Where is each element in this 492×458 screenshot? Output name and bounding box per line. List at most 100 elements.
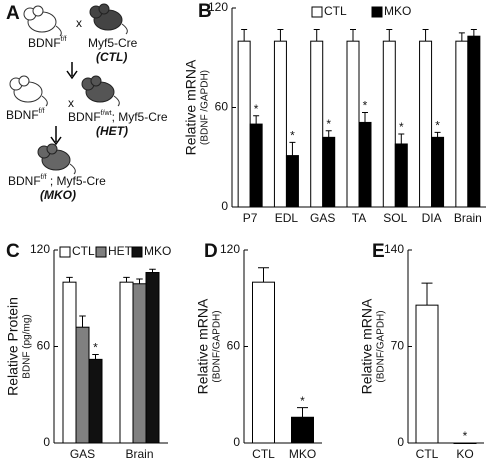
genotype: BDNFf/wt; Myf5-Cre [68, 110, 168, 124]
y-axis-label: Relative mRNA [183, 59, 199, 155]
error-bar [66, 276, 73, 283]
mouse-icon [37, 143, 76, 175]
y-tick-label: 120 [220, 242, 240, 256]
legend-label: HET [108, 244, 133, 258]
allele: f/f [39, 108, 45, 115]
bar [252, 281, 275, 444]
bar [358, 121, 372, 208]
allele: f/f [41, 174, 47, 181]
error-bar [277, 29, 284, 42]
bar [419, 40, 433, 208]
group-tag: (CTL) [96, 50, 127, 64]
x-tick-label: KO [456, 447, 473, 458]
x-tick-label: GAS [310, 211, 335, 225]
error-bar [136, 278, 143, 284]
error-bar [422, 29, 429, 42]
legend-swatch [131, 246, 143, 258]
error-bar [258, 267, 269, 283]
y-tick-label: 60 [227, 339, 241, 353]
panel-letter: E [372, 241, 385, 262]
bar [273, 40, 287, 208]
bar [455, 40, 469, 208]
mouse-icon [81, 75, 120, 107]
cre: ; Myf5-Cre [47, 174, 107, 188]
bar [132, 283, 147, 444]
error-bar [241, 29, 248, 42]
error-bar [421, 282, 433, 306]
x-tick-label: CTL [416, 447, 439, 458]
error-bar [313, 29, 320, 42]
error-bar [362, 111, 368, 123]
significance: * [326, 117, 331, 131]
legend-swatch [371, 6, 383, 18]
bar [382, 40, 396, 208]
significance: * [300, 394, 305, 408]
panel-letter: C [6, 241, 20, 262]
x-tick-label: DIA [422, 211, 442, 225]
bar [431, 136, 445, 208]
gene: BDNF [6, 108, 39, 122]
diagram: A BDNFf/f x Myf5-Cre (CTL) BDNFf/f x BDN… [6, 3, 168, 202]
error-bar [434, 131, 441, 138]
error-bar [149, 268, 156, 273]
bar [310, 40, 324, 208]
bar [394, 143, 408, 208]
significance: * [399, 120, 404, 134]
panel-letter: A [6, 3, 20, 24]
y-tick-label: 60 [215, 100, 229, 114]
legend-swatch [59, 246, 71, 258]
legend-swatch [95, 246, 107, 258]
bar [285, 155, 299, 208]
x-tick-label: P7 [243, 211, 258, 225]
bar [62, 281, 77, 444]
bar [346, 40, 360, 208]
bar [453, 442, 477, 444]
x-tick-label: MKO [289, 447, 316, 458]
significance: * [463, 429, 468, 443]
genotype: BDNFf/f [28, 36, 67, 50]
cross: x [68, 96, 74, 110]
mouse-icon [9, 75, 48, 107]
legend-label: MKO [144, 244, 171, 258]
cre: ; Myf5-Cre [112, 110, 168, 124]
x-tick-label: Brain [454, 211, 482, 225]
y-tick-label: 140 [384, 242, 404, 256]
error-bar [253, 115, 260, 125]
y-tick-label: 60 [37, 339, 51, 353]
error-bar [297, 407, 308, 418]
error-bar [289, 141, 296, 156]
y-axis-sublabel: (BDNF/GAPDH) [212, 310, 223, 382]
y-axis-label: Relative mRNA [359, 298, 375, 394]
allele: f/wt [101, 110, 112, 117]
y-tick-label: 0 [221, 199, 228, 213]
mouse-icon [23, 5, 62, 37]
x-tick-label: Brain [125, 447, 153, 458]
bar [88, 358, 103, 444]
cross: x [76, 16, 82, 30]
y-tick-label: 120 [208, 0, 228, 14]
bar [119, 281, 134, 444]
gene: BDNF [68, 110, 101, 124]
significance: * [290, 128, 295, 142]
error-bar [92, 354, 99, 360]
group-tag: (HET) [96, 124, 128, 138]
arrow [66, 62, 78, 80]
y-axis-sublabel: BDNF (pg/mg) [22, 314, 33, 378]
error-bar [325, 130, 332, 138]
error-bar [350, 29, 356, 42]
genotype: Myf5-Cre [88, 36, 138, 50]
bar [237, 40, 251, 208]
panel-letter: B [198, 1, 212, 22]
bar [75, 326, 90, 444]
x-tick-label: TA [352, 211, 366, 225]
bar [415, 304, 439, 444]
significance: * [435, 119, 440, 133]
genotype: BDNFf/f [6, 108, 45, 122]
y-axis-label: Relative mRNA [195, 298, 211, 394]
error-bar [123, 276, 130, 283]
error-bar [398, 133, 405, 144]
bar [322, 136, 336, 208]
y-tick-label: 0 [233, 435, 240, 449]
bar [291, 416, 314, 444]
y-tick-label: 0 [397, 435, 404, 449]
